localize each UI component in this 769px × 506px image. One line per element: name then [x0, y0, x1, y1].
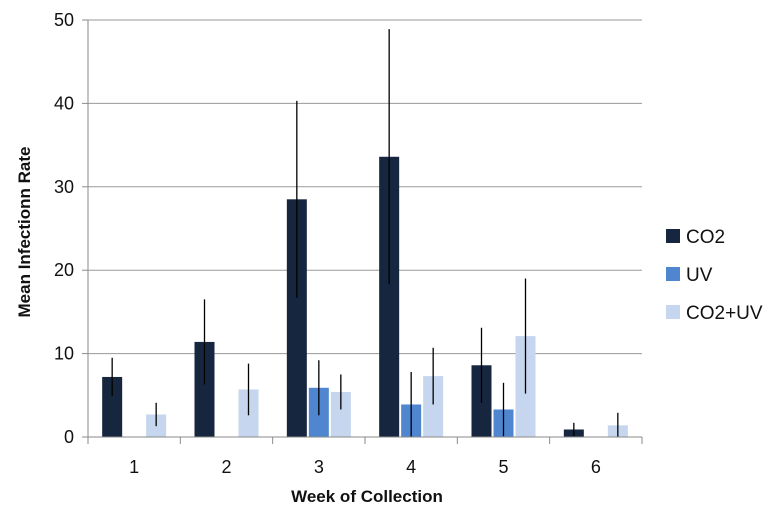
x-tick-label: 3: [314, 457, 324, 477]
bar-co2-week-3: [286, 199, 307, 437]
legend: CO2 UV CO2+UV: [666, 227, 763, 324]
x-tick-label: 4: [406, 457, 416, 477]
x-tick-label: 1: [129, 457, 139, 477]
legend-swatch: [666, 229, 680, 243]
x-tick-label: 6: [591, 457, 601, 477]
x-axis-title: Week of Collection: [291, 487, 443, 506]
tick-labels: 0 10 20 30 40 50 1 2 3 4 5 6: [54, 10, 601, 477]
bar-co2-week-2: [194, 341, 215, 437]
error-bars: [111, 29, 619, 437]
y-tick-label: 40: [54, 93, 74, 113]
y-tick-label: 50: [54, 10, 74, 30]
legend-label: CO2: [686, 227, 725, 248]
axes: [82, 19, 643, 444]
bar-co2-week-1: [102, 376, 123, 437]
bar-co2-uv-week-3: [330, 391, 351, 437]
y-tick-label: 0: [64, 427, 74, 447]
legend-swatch: [666, 267, 680, 281]
bars: [102, 156, 628, 437]
legend-label: UV: [686, 265, 713, 286]
bar-co2-week-4: [379, 156, 400, 437]
legend-swatch: [666, 305, 680, 319]
bar-co2-uv-week-4: [423, 376, 444, 437]
y-axis-title: Mean Infectionn Rate: [15, 147, 34, 318]
gridlines: [88, 19, 642, 355]
x-tick-label: 5: [498, 457, 508, 477]
y-tick-label: 10: [54, 344, 74, 364]
legend-label: CO2+UV: [686, 303, 763, 324]
x-tick-label: 2: [221, 457, 231, 477]
y-tick-label: 30: [54, 177, 74, 197]
y-tick-label: 20: [54, 260, 74, 280]
